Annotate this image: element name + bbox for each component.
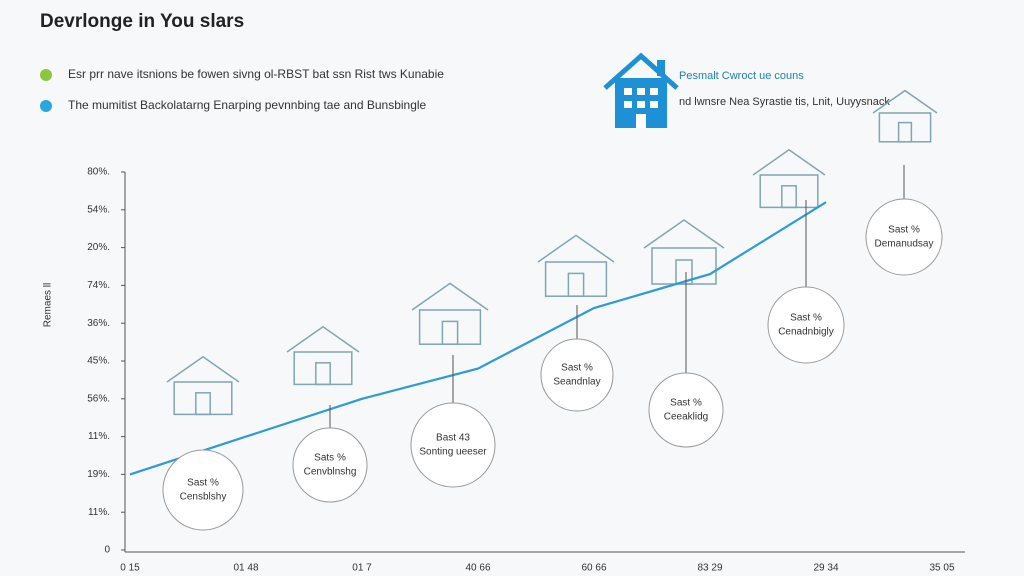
annotation-circle	[648, 372, 724, 448]
annotation-circle	[767, 286, 845, 364]
x-tick-label: 0 15	[120, 563, 140, 574]
house-icon	[286, 325, 360, 386]
annotation-text: Sats %	[314, 453, 346, 464]
callout-title: Pesmalt Cwroct ue couns	[679, 70, 804, 82]
house-body	[759, 174, 819, 209]
house-body	[544, 261, 608, 297]
annotation-circle	[865, 198, 943, 276]
house-roof	[166, 355, 240, 383]
annotation-text: Censblshy	[180, 492, 227, 503]
house-icon	[166, 355, 240, 416]
house-roof	[752, 148, 826, 176]
annotation-text: Sast %	[187, 478, 219, 489]
house-door	[441, 320, 459, 345]
annotation-circle	[540, 338, 614, 412]
house-roof	[411, 282, 489, 311]
y-tick-label: 45%.	[87, 356, 110, 367]
house-icon	[537, 234, 615, 297]
annotation-text: Sonting ueeser	[419, 447, 487, 458]
house-body	[293, 351, 353, 386]
annotation-text: Cenadnbigly	[778, 327, 834, 338]
house-body	[418, 309, 482, 345]
house-icon	[872, 89, 938, 143]
building-icon	[603, 52, 679, 128]
y-tick-label: 54%.	[87, 204, 110, 215]
house-body	[651, 247, 717, 285]
callout-text: nd lwnsre Nea Syrastie tis, Lnit, Uuyysn…	[679, 96, 890, 108]
line	[129, 201, 827, 476]
annotation-text: Sast %	[561, 363, 593, 374]
house-roof	[537, 234, 615, 263]
house-body	[173, 381, 233, 416]
chart-title: Devrlonge in You slars	[40, 11, 244, 32]
x-tick-label: 01 7	[352, 563, 372, 574]
annotation-text: Sast %	[670, 398, 702, 409]
house-roof	[643, 219, 725, 249]
legend-swatch	[40, 69, 52, 81]
legend-label: Esr prr nave itsnions be fowen sivng ol-…	[68, 67, 444, 81]
house-door	[567, 272, 585, 297]
annotation-circle	[292, 427, 368, 503]
annotation-circle	[410, 402, 496, 488]
y-tick-label: 20%.	[87, 242, 110, 253]
x-tick-label: 83 29	[697, 563, 722, 574]
y-tick-label: 36%.	[87, 318, 110, 329]
house-icon	[643, 219, 725, 285]
x-tick-label: 29 34	[813, 563, 838, 574]
house-door	[675, 259, 693, 285]
x-tick-label: 35 05	[929, 563, 954, 574]
house-roof	[872, 89, 938, 114]
y-axis-label: Remaes ll	[43, 283, 54, 327]
house-door	[315, 362, 331, 386]
annotation-text: Sast %	[888, 225, 920, 236]
legend-swatch	[40, 100, 52, 112]
y-tick-label: 74%.	[87, 280, 110, 291]
house-door	[195, 392, 211, 416]
annotation-text: Demanudsay	[875, 239, 934, 250]
y-tick-label: 80%.	[87, 167, 110, 178]
y-tick-label: 11%.	[88, 507, 110, 518]
house-door	[781, 185, 797, 209]
house-door	[897, 121, 913, 143]
house-roof	[286, 325, 360, 353]
legend-label: The mumitist Backolatarng Enarping pevnn…	[68, 98, 427, 112]
house-icon	[752, 148, 826, 209]
house-icon	[411, 282, 489, 345]
annotation-circle	[162, 449, 244, 531]
y-tick-label: 0	[104, 545, 110, 556]
house-body	[878, 112, 932, 143]
y-tick-label: 19%.	[87, 469, 110, 480]
x-tick-label: 40 66	[465, 563, 490, 574]
x-tick-label: 60 66	[581, 563, 606, 574]
x-tick-label: 01 48	[233, 563, 258, 574]
annotation-text: Bast 43	[436, 433, 470, 444]
annotation-text: Cenvblnshg	[304, 467, 357, 478]
annotation-text: Sast %	[790, 313, 822, 324]
annotation-text: Ceeaklidg	[664, 412, 708, 423]
y-tick-label: 56%.	[87, 393, 110, 404]
annotation-text: Seandnlay	[553, 377, 600, 388]
y-tick-label: 11%.	[88, 431, 110, 442]
